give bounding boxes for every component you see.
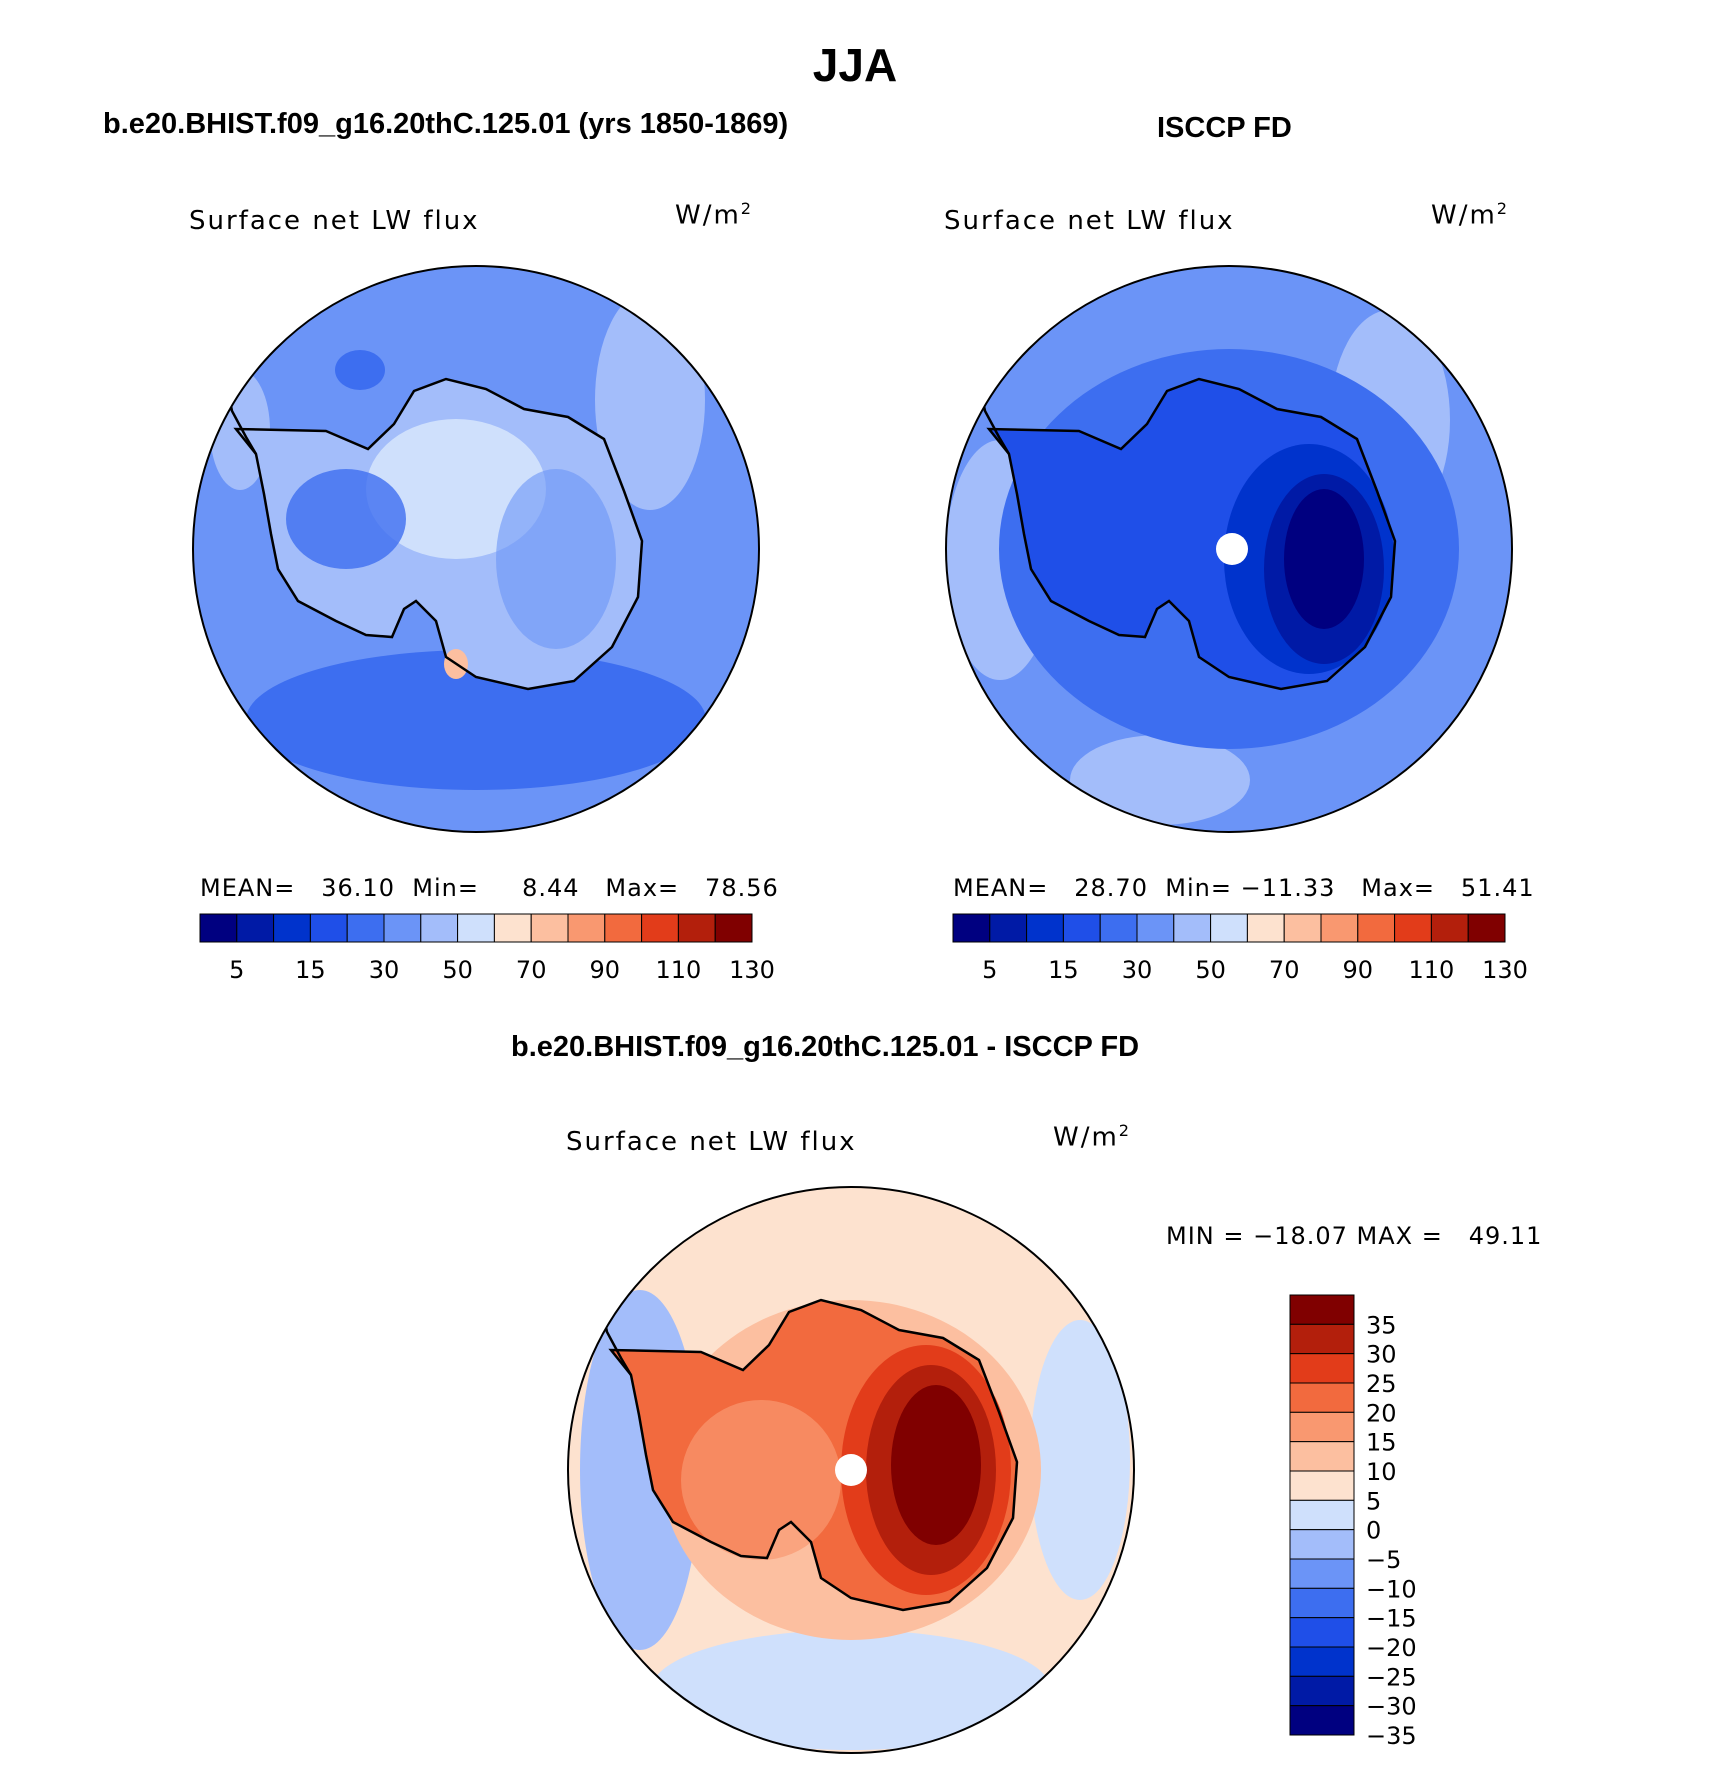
- colorbar-tick-label: 50: [442, 956, 473, 984]
- colorbar-swatch: [1283, 913, 1322, 943]
- colorbar-swatch: [493, 913, 532, 943]
- colorbar-swatch: [1136, 913, 1175, 943]
- colorbar-tick-label: 15: [1048, 956, 1079, 984]
- colorbar-swatch: [1246, 913, 1285, 943]
- colorbar-swatch: [952, 913, 991, 943]
- colorbar-tick-label: −25: [1366, 1663, 1417, 1691]
- colorbar-tick-label: −20: [1366, 1634, 1417, 1662]
- colorbar-swatch: [1289, 1587, 1355, 1619]
- panel-diff-subtitle: b.e20.BHIST.f09_g16.20thC.125.01 - ISCCP…: [511, 1031, 1140, 1063]
- colorbar-swatch: [199, 913, 238, 943]
- colorbar-swatch: [677, 913, 716, 943]
- map-diff: [567, 1186, 1135, 1754]
- colorbar-swatch: [1210, 913, 1248, 943]
- colorbar-swatch: [1099, 913, 1138, 943]
- colorbar-swatch: [1289, 1411, 1355, 1443]
- panel-obs-subtitle: ISCCP FD: [1157, 112, 1292, 144]
- colorbar-tick-label: 5: [229, 956, 244, 984]
- colorbar-swatch: [530, 913, 569, 943]
- colorbar-tick-label: 5: [1366, 1487, 1381, 1515]
- colorbar-swatch: [1289, 1323, 1355, 1355]
- colorbar-tick-label: 30: [1366, 1341, 1397, 1369]
- colorbar-tick-label: 0: [1366, 1517, 1381, 1545]
- colorbar-swatch: [1289, 1499, 1355, 1531]
- panel-obs-units: W/m2: [1431, 199, 1510, 231]
- colorbar-tick-label: 10: [1366, 1458, 1397, 1486]
- colorbar-swatch: [273, 913, 311, 943]
- colorbar-model: 5 15 30 50 70 90 110 130: [199, 913, 775, 984]
- colorbar-swatch: [1173, 913, 1212, 943]
- panel-diff-variable: Surface net LW flux: [566, 1127, 857, 1157]
- colorbar-swatch: [1289, 1675, 1355, 1707]
- colorbar-swatch: [1430, 913, 1469, 943]
- colorbar-tick-label: 130: [1482, 956, 1528, 984]
- colorbar-swatch: [1062, 913, 1101, 943]
- colorbar-tick-label: 90: [1343, 956, 1374, 984]
- colorbar-swatch: [1289, 1646, 1355, 1677]
- colorbar-swatch: [309, 913, 348, 943]
- colorbar-tick-label: −35: [1366, 1722, 1417, 1750]
- panel-diff-units: W/m2: [1053, 1121, 1132, 1153]
- colorbar-swatch: [236, 913, 275, 943]
- colorbar-swatch: [1289, 1617, 1355, 1648]
- colorbar-tick-label: 90: [590, 956, 621, 984]
- colorbar-tick-label: −30: [1366, 1693, 1417, 1721]
- colorbar-swatch: [1467, 913, 1506, 943]
- panel-model-units: W/m2: [675, 199, 754, 231]
- colorbar-swatch: [1289, 1353, 1355, 1384]
- panel-model-variable: Surface net LW flux: [189, 206, 480, 236]
- colorbar-swatch: [1289, 1294, 1355, 1325]
- colorbar-tick-label: 20: [1366, 1399, 1397, 1427]
- map-model-boundary: [192, 265, 760, 833]
- colorbar-obs: 5 15 30 50 70 90 110 130: [952, 913, 1528, 984]
- colorbar-tick-label: 25: [1366, 1370, 1397, 1398]
- colorbar-swatch: [989, 913, 1028, 943]
- panel-model-stats: MEAN= 36.10 Min= 8.44 Max= 78.56: [200, 874, 779, 902]
- colorbar-swatch: [457, 913, 495, 943]
- colorbar-tick-label: −10: [1366, 1575, 1417, 1603]
- map-model: [192, 265, 760, 833]
- panel-obs-variable: Surface net LW flux: [944, 206, 1235, 236]
- colorbar-swatch: [346, 913, 385, 943]
- colorbar-tick-label: 50: [1195, 956, 1226, 984]
- colorbar-swatch: [1289, 1470, 1355, 1501]
- colorbar-swatch: [567, 913, 606, 943]
- colorbar-tick-label: −5: [1366, 1546, 1401, 1574]
- colorbar-swatch: [1394, 913, 1432, 943]
- colorbar-tick-label: −15: [1366, 1605, 1417, 1633]
- colorbar-tick-label: 15: [295, 956, 326, 984]
- colorbar-swatch: [1289, 1441, 1355, 1472]
- colorbar-swatch: [1289, 1382, 1355, 1413]
- panel-model-subtitle: b.e20.BHIST.f09_g16.20thC.125.01 (yrs 18…: [103, 108, 789, 140]
- colorbar-swatch: [1289, 1529, 1355, 1560]
- colorbar-swatch: [714, 913, 753, 943]
- map-obs: [945, 265, 1513, 833]
- panel-obs-stats: MEAN= 28.70 Min= −11.33 Max= 51.41: [953, 874, 1535, 902]
- map-obs-boundary: [945, 265, 1513, 833]
- colorbar-swatch: [1320, 913, 1359, 943]
- colorbar-tick-label: 110: [1408, 956, 1454, 984]
- colorbar-tick-label: 35: [1366, 1311, 1397, 1339]
- colorbar-swatch: [1289, 1705, 1355, 1736]
- colorbar-swatch: [641, 913, 679, 943]
- colorbar-tick-label: 5: [982, 956, 997, 984]
- colorbar-tick-label: 15: [1366, 1429, 1397, 1457]
- colorbar-swatch: [1357, 913, 1396, 943]
- colorbar-swatch: [420, 913, 459, 943]
- colorbar-tick-label: 30: [369, 956, 400, 984]
- colorbar-tick-label: 30: [1122, 956, 1153, 984]
- panel-diff-stats: MIN = −18.07 MAX = 49.11: [1166, 1222, 1543, 1250]
- map-diff-boundary: [567, 1186, 1135, 1754]
- colorbar-swatch: [604, 913, 643, 943]
- main-title: JJA: [812, 39, 898, 91]
- colorbar-tick-label: 70: [516, 956, 547, 984]
- colorbar-tick-label: 70: [1269, 956, 1300, 984]
- colorbar-tick-label: 130: [729, 956, 775, 984]
- colorbar-swatch: [383, 913, 422, 943]
- colorbar-tick-label: 110: [655, 956, 701, 984]
- colorbar-swatch: [1026, 913, 1064, 943]
- colorbar-swatch: [1289, 1558, 1355, 1589]
